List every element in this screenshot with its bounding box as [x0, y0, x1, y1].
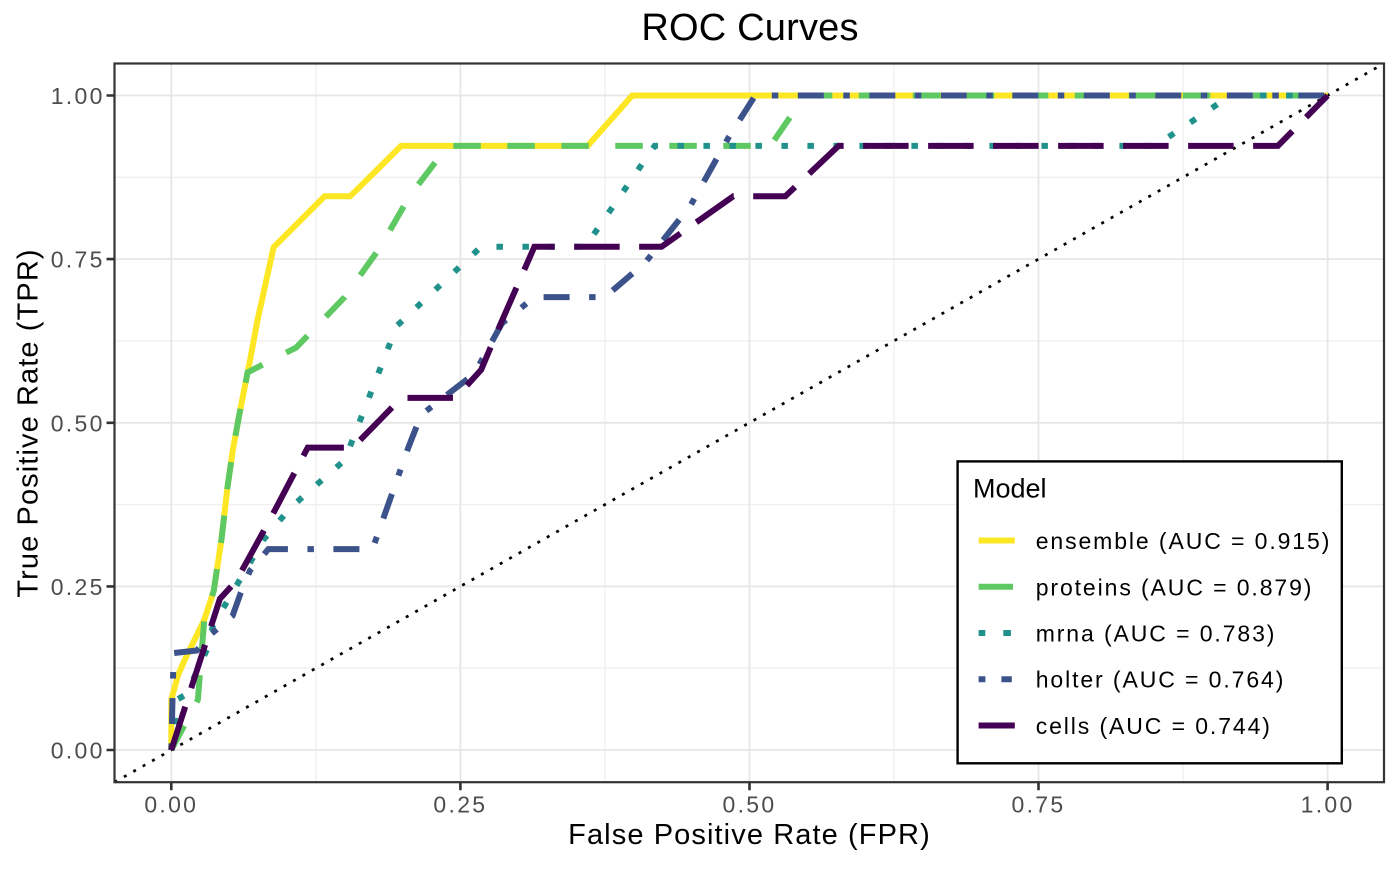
svg-text:1.00: 1.00	[1301, 792, 1355, 818]
svg-text:0.25: 0.25	[51, 574, 105, 600]
svg-text:proteins (AUC = 0.879): proteins (AUC = 0.879)	[1036, 574, 1314, 600]
svg-text:0.25: 0.25	[433, 792, 487, 818]
svg-text:mrna (AUC = 0.783): mrna (AUC = 0.783)	[1036, 621, 1277, 647]
svg-text:ensemble (AUC = 0.915): ensemble (AUC = 0.915)	[1036, 528, 1332, 554]
svg-text:0.00: 0.00	[51, 738, 105, 764]
svg-text:1.00: 1.00	[51, 83, 105, 109]
svg-text:0.50: 0.50	[51, 410, 105, 436]
svg-text:False Positive Rate (FPR): False Positive Rate (FPR)	[568, 819, 931, 851]
svg-text:0.75: 0.75	[1012, 792, 1066, 818]
svg-text:Model: Model	[973, 474, 1047, 504]
svg-text:0.50: 0.50	[723, 792, 777, 818]
svg-text:holter (AUC = 0.764): holter (AUC = 0.764)	[1036, 667, 1286, 693]
svg-text:True Positive Rate (TPR): True Positive Rate (TPR)	[12, 248, 44, 597]
svg-text:0.75: 0.75	[51, 247, 105, 273]
svg-text:0.00: 0.00	[144, 792, 198, 818]
svg-text:ROC Curves: ROC Curves	[641, 7, 858, 49]
svg-text:cells (AUC = 0.744): cells (AUC = 0.744)	[1036, 713, 1272, 739]
